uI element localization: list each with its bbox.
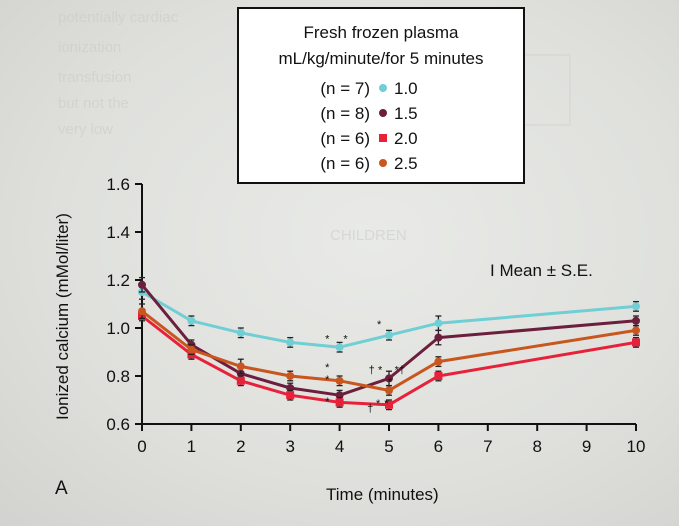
data-point-3-7 bbox=[632, 326, 640, 335]
x-tick-label-8: 8 bbox=[532, 437, 541, 456]
data-point-3-6 bbox=[434, 357, 443, 366]
data-point-0-2 bbox=[236, 328, 245, 337]
ghost-text-4: but not the bbox=[58, 95, 129, 112]
y-tick-label-5: 1.6 bbox=[106, 175, 130, 194]
legend-marker-2 bbox=[379, 134, 387, 142]
significance-mark-12: * bbox=[384, 398, 389, 410]
significance-mark-5: * bbox=[325, 396, 330, 408]
legend: Fresh frozen plasma mL/kg/minute/for 5 m… bbox=[237, 7, 525, 184]
legend-marker-1 bbox=[379, 109, 387, 117]
legend-series-name-1: 1.5 bbox=[394, 104, 418, 123]
significance-mark-3: * bbox=[325, 362, 330, 374]
data-point-3-5 bbox=[385, 386, 393, 395]
significance-mark-1: * bbox=[343, 333, 348, 345]
series-layer bbox=[138, 276, 640, 411]
x-tick-label-4: 4 bbox=[335, 437, 344, 456]
y-tick-label-1: 0.8 bbox=[106, 367, 130, 386]
legend-marker-3 bbox=[379, 159, 387, 167]
legend-series-name-0: 1.0 bbox=[394, 79, 418, 98]
series-2 bbox=[138, 310, 640, 411]
data-point-2-5 bbox=[385, 400, 393, 409]
data-point-0-1 bbox=[187, 316, 196, 325]
legend-series-name-3: 2.5 bbox=[394, 154, 418, 173]
legend-n-label-3: (n = 6) bbox=[320, 154, 370, 173]
data-point-0-7 bbox=[632, 302, 640, 311]
x-tick-label-0: 0 bbox=[137, 437, 146, 456]
x-tick-label-7: 7 bbox=[483, 437, 492, 456]
significance-mark-2: * bbox=[377, 319, 382, 331]
data-point-3-2 bbox=[236, 362, 245, 371]
series-line-1 bbox=[140, 283, 637, 397]
data-point-0-6 bbox=[434, 319, 443, 328]
data-point-2-3 bbox=[286, 391, 295, 400]
x-tick-label-5: 5 bbox=[384, 437, 393, 456]
legend-marker-0 bbox=[379, 84, 387, 92]
series-0 bbox=[138, 284, 640, 353]
x-tick-label-9: 9 bbox=[582, 437, 591, 456]
y-tick-label-0: 0.6 bbox=[106, 415, 130, 434]
data-point-0-5 bbox=[385, 331, 393, 340]
legend-n-label-0: (n = 7) bbox=[320, 79, 370, 98]
legend-box bbox=[237, 7, 525, 184]
series-3 bbox=[138, 303, 640, 396]
significance-mark-8: *† bbox=[395, 365, 405, 377]
ghost-text-6: CHILDREN bbox=[330, 227, 407, 244]
x-tick-label-6: 6 bbox=[434, 437, 443, 456]
y-tick-label-4: 1.4 bbox=[106, 223, 130, 242]
x-tick-label-10: 10 bbox=[627, 437, 646, 456]
significance-mark-4: * bbox=[325, 374, 330, 386]
panel-label: A bbox=[55, 478, 68, 499]
x-tick-label-1: 1 bbox=[187, 437, 196, 456]
ghost-text-3: transfusion bbox=[58, 69, 131, 86]
legend-n-label-1: (n = 8) bbox=[320, 104, 370, 123]
significance-mark-10: † bbox=[367, 403, 373, 415]
x-tick-label-3: 3 bbox=[285, 437, 294, 456]
legend-entries: (n = 7) 1.0 (n = 8) 1.5 (n = 6) 2.0 (n = 6) 2.5 bbox=[320, 79, 417, 173]
series-line-2 bbox=[141, 314, 637, 407]
y-axis-ticks: 0.6 0.8 1.0 1.2 1.4 1.6 bbox=[106, 175, 142, 434]
x-axis-label: Time (minutes) bbox=[326, 485, 439, 504]
ghost-text-2: ionization bbox=[58, 39, 121, 56]
data-point-2-4 bbox=[335, 398, 344, 407]
ghost-text-5: very low bbox=[58, 121, 113, 138]
data-point-3-0 bbox=[138, 307, 146, 316]
data-point-2-6 bbox=[434, 372, 443, 380]
legend-n-label-2: (n = 6) bbox=[320, 129, 370, 148]
data-point-1-7 bbox=[632, 316, 640, 325]
legend-series-name-2: 2.0 bbox=[394, 129, 418, 148]
significance-mark-7: * bbox=[378, 365, 383, 377]
data-point-1-0 bbox=[138, 280, 146, 289]
significance-mark-0: * bbox=[325, 333, 330, 345]
legend-title-line2: mL/kg/minute/for 5 minutes bbox=[278, 49, 483, 68]
y-tick-label-2: 1.0 bbox=[106, 319, 130, 338]
series-line-3 bbox=[141, 310, 637, 392]
data-point-3-3 bbox=[286, 372, 295, 380]
series-line-0 bbox=[141, 290, 637, 349]
x-tick-label-2: 2 bbox=[236, 437, 245, 456]
significance-mark-6: † bbox=[369, 365, 375, 377]
x-axis-ticks: 0 1 2 3 4 5 6 7 8 9 10 bbox=[137, 424, 645, 456]
data-point-2-2 bbox=[236, 376, 245, 385]
data-point-2-7 bbox=[632, 338, 640, 347]
data-point-3-1 bbox=[187, 345, 196, 354]
data-point-0-4 bbox=[335, 343, 344, 352]
significance-annotations: * *****† * *†*† * * bbox=[325, 319, 405, 415]
significance-mark-11: * bbox=[376, 398, 381, 410]
ghost-text-1: potentially cardiac bbox=[58, 9, 179, 26]
y-tick-label-3: 1.2 bbox=[106, 271, 130, 290]
significance-mark-9: * bbox=[388, 377, 393, 389]
data-point-3-4 bbox=[335, 376, 344, 385]
error-bar-legend: I Mean ± S.E. bbox=[490, 261, 593, 280]
y-axis-label: Ionized calcium (mMol/liter) bbox=[53, 213, 72, 420]
data-point-0-3 bbox=[286, 338, 295, 347]
data-point-1-5 bbox=[385, 374, 393, 383]
legend-title-line1: Fresh frozen plasma bbox=[304, 23, 459, 42]
data-point-1-6 bbox=[434, 333, 443, 342]
